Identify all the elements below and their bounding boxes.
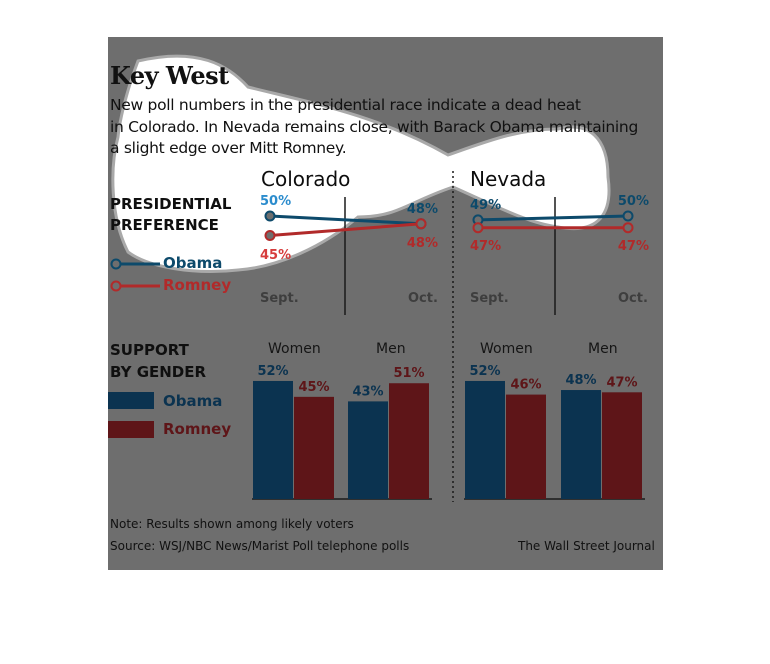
colorado-romney-label-sept: 45% [260,248,291,263]
legend-romney-swatch [108,421,154,438]
bar-group-colorado-women: Women [268,341,321,357]
colorado-men-obama-bar [348,401,388,499]
legend-romney-label: Romney [163,276,232,294]
nevada-men-romney-bar [602,392,642,499]
legend-obama-bar-label: Obama [163,392,223,410]
section-gender-label-2: BY GENDER [110,363,207,381]
line-legend-marks [110,258,160,292]
nevada-romney-label-sept: 47% [470,239,501,254]
nevada-obama-line [477,214,629,222]
nevada-women-romney-bar-label: 46% [510,378,541,393]
white-redaction-blob [111,54,611,273]
colorado-men-romney-bar-label: 51% [393,366,424,381]
subtitle-line-2: in Colorado. In Nevada remains close, wi… [110,118,638,136]
section-gender-label-1: SUPPORT [110,341,189,359]
colorado-men-obama-bar-label: 43% [352,384,383,399]
section-preference-label-1: PRESIDENTIAL [110,195,232,213]
bar-group-nevada-men: Men [588,341,618,357]
footnote: Note: Results shown among likely voters [110,517,354,531]
colorado-romney-point-oct [415,218,427,230]
chart-marks: 50% 48% 45% 48% 49% 50% 47% 47% 52% 45% 43% 51% 52% 4… [252,171,649,502]
infographic-panel: Key West New poll numbers in the preside… [108,37,663,570]
tick-colorado-sept: Sept. [260,291,299,306]
section-preference-label-2: PREFERENCE [110,216,219,234]
nevada-men-obama-bar [561,390,601,499]
nevada-romney-point-sept [472,222,484,234]
nevada-women-obama-bar-label: 52% [469,364,500,379]
colorado-women-obama-bar [253,380,293,499]
colorado-romney-point-sept [264,230,276,241]
state-title-colorado: Colorado [261,167,351,191]
nevada-obama-label-oct: 50% [618,194,649,209]
state-title-nevada: Nevada [470,167,547,191]
subtitle-line-1: New poll numbers in the presidential rac… [110,96,581,114]
colorado-romney-label-oct: 48% [407,236,438,251]
nevada-obama-point-oct [622,210,634,222]
chart-title: Key West [110,61,229,90]
source-line: Source: WSJ/NBC News/Marist Poll telepho… [110,539,410,553]
nevada-romney-label-oct: 47% [618,239,649,254]
nevada-men-obama-bar-label: 48% [565,373,596,388]
nevada-romney-point-oct [622,222,634,234]
colorado-women-romney-bar-label: 45% [298,380,329,395]
tick-nevada-sept: Sept. [470,291,509,306]
nevada-men-romney-bar-label: 47% [606,375,637,390]
subtitle-line-3: a slight edge over Mitt Romney. [110,139,347,157]
colorado-obama-line [269,214,422,226]
colorado-women-obama-bar-label: 52% [257,364,288,379]
nevada-obama-label-sept: 49% [470,198,501,213]
legend-romney-bar-label: Romney [163,420,232,438]
legend-obama-swatch [108,392,154,409]
legend-obama-label: Obama [163,254,223,272]
colorado-obama-label-sept: 50% [260,194,291,209]
colorado-obama-point-sept [264,210,276,222]
nevada-women-obama-bar [465,380,505,499]
tick-nevada-oct: Oct. [618,291,648,306]
colorado-obama-label-oct: 48% [407,202,438,217]
tick-colorado-oct: Oct. [408,291,438,306]
colorado-women-romney-bar [294,396,334,499]
legend-romney-marker [110,280,122,292]
bar-group-nevada-women: Women [480,341,533,357]
publisher-credit: The Wall Street Journal [518,539,655,553]
colorado-romney-line [269,222,422,237]
colorado-men-romney-bar [389,383,429,499]
nevada-women-romney-bar [506,394,546,499]
bar-group-colorado-men: Men [376,341,406,357]
legend-obama-marker [110,258,122,270]
